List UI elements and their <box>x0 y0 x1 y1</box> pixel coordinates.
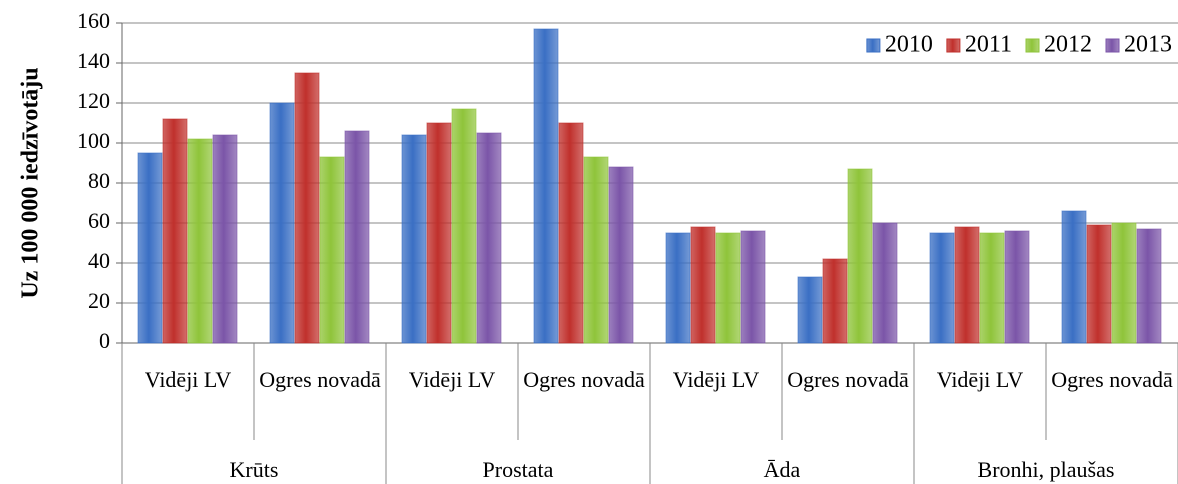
bar <box>212 134 238 344</box>
bar <box>740 230 766 344</box>
group-label: Āda <box>763 457 801 482</box>
bar <box>294 72 320 344</box>
x-tick-label: Vidēji LV <box>672 367 760 392</box>
bar <box>1111 222 1137 344</box>
x-tick-label: Ogres novadā <box>787 367 909 392</box>
bar <box>979 232 1005 344</box>
legend-swatch <box>946 38 961 53</box>
bar <box>872 222 898 344</box>
bar <box>690 226 716 344</box>
bar <box>954 226 980 344</box>
x-tick-label: Ogres novadā <box>1051 367 1173 392</box>
y-tick-label: 60 <box>88 208 110 233</box>
bar <box>1061 210 1087 344</box>
y-tick-label: 100 <box>77 128 110 153</box>
bar <box>319 156 345 344</box>
y-tick-label: 40 <box>88 248 110 273</box>
bar <box>451 108 477 344</box>
bar <box>929 232 955 344</box>
legend-swatch <box>1105 38 1120 53</box>
bar <box>583 156 609 344</box>
bar <box>608 166 634 344</box>
bar <box>187 138 213 344</box>
y-tick-label: 80 <box>88 168 110 193</box>
y-tick-label: 120 <box>77 88 110 113</box>
bar <box>344 130 370 344</box>
bar <box>137 152 163 344</box>
legend-label: 2013 <box>1124 32 1172 58</box>
bar <box>797 276 823 344</box>
legend-swatch <box>1025 38 1040 53</box>
x-tick-label: Vidēji LV <box>408 367 496 392</box>
legend-label: 2011 <box>965 32 1012 58</box>
bar <box>822 258 848 344</box>
group-label: Bronhi, plaušas <box>977 457 1115 482</box>
bar <box>401 134 427 344</box>
bar <box>533 28 559 344</box>
bar <box>426 122 452 344</box>
y-tick-label: 140 <box>77 48 110 73</box>
bar <box>162 118 188 344</box>
y-axis-title: Uz 100 000 iedzīvotāju <box>18 67 44 298</box>
x-tick-label: Ogres novadā <box>523 367 645 392</box>
y-tick-label: 160 <box>77 8 110 33</box>
bar <box>558 122 584 344</box>
legend-label: 2010 <box>885 32 933 58</box>
x-tick-label: Ogres novadā <box>259 367 381 392</box>
bar <box>1086 224 1112 344</box>
bar <box>476 132 502 344</box>
x-tick-label: Vidēji LV <box>144 367 232 392</box>
bar <box>847 168 873 344</box>
bar <box>715 232 741 344</box>
y-tick-label: 20 <box>88 288 110 313</box>
x-tick-label: Vidēji LV <box>936 367 1024 392</box>
y-tick-label: 0 <box>99 328 110 353</box>
legend-swatch <box>866 38 881 53</box>
legend-label: 2012 <box>1044 32 1092 58</box>
group-label: Prostata <box>482 457 554 482</box>
bar <box>1004 230 1030 344</box>
bar <box>269 102 295 344</box>
group-label: Krūts <box>229 457 279 482</box>
bar <box>665 232 691 344</box>
bar <box>1136 228 1162 344</box>
